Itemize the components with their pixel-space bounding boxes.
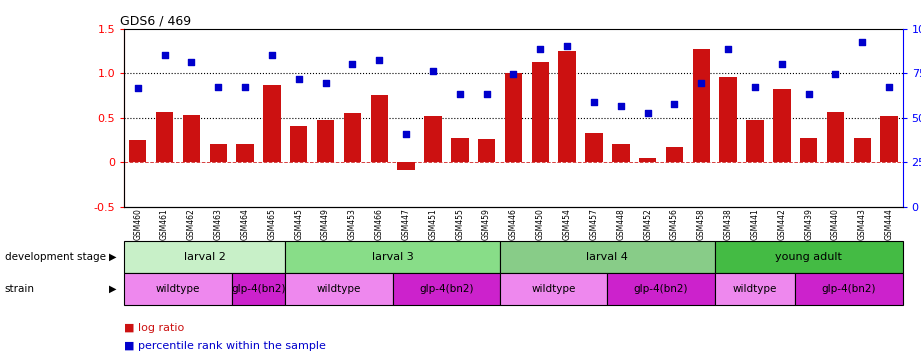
Point xyxy=(881,84,896,89)
Point xyxy=(211,84,226,89)
Text: wildtype: wildtype xyxy=(317,284,361,294)
Bar xyxy=(505,73,522,162)
Point xyxy=(131,85,146,91)
Point xyxy=(506,71,520,77)
Bar xyxy=(795,273,903,305)
Point xyxy=(587,99,601,105)
Text: glp-4(bn2): glp-4(bn2) xyxy=(822,284,876,294)
Bar xyxy=(124,273,232,305)
Point xyxy=(775,61,789,67)
Point xyxy=(157,52,172,58)
Text: wildtype: wildtype xyxy=(156,284,200,294)
Bar xyxy=(693,49,710,162)
Point xyxy=(399,131,414,137)
Text: glp-4(bn2): glp-4(bn2) xyxy=(231,284,286,294)
Bar xyxy=(612,144,630,162)
Point xyxy=(640,111,655,116)
Bar xyxy=(715,273,795,305)
Text: wildtype: wildtype xyxy=(531,284,576,294)
Bar xyxy=(800,138,817,162)
Bar xyxy=(585,133,602,162)
Bar xyxy=(397,162,414,170)
Point xyxy=(319,80,333,86)
Bar xyxy=(232,273,286,305)
Point xyxy=(721,46,736,52)
Bar xyxy=(773,89,790,162)
Text: glp-4(bn2): glp-4(bn2) xyxy=(634,284,688,294)
Point xyxy=(560,44,575,49)
Bar xyxy=(317,121,334,162)
Point xyxy=(855,39,869,45)
Bar xyxy=(478,139,495,162)
Bar xyxy=(344,114,361,162)
Bar xyxy=(129,140,146,162)
Point xyxy=(426,68,440,74)
Bar xyxy=(854,138,871,162)
Point xyxy=(184,60,199,65)
Text: ▶: ▶ xyxy=(109,284,116,294)
Point xyxy=(533,46,548,52)
Bar xyxy=(880,116,898,162)
Point xyxy=(828,71,843,77)
Point xyxy=(238,84,252,89)
Text: wildtype: wildtype xyxy=(733,284,777,294)
Point xyxy=(694,80,708,86)
Bar xyxy=(237,144,254,162)
Text: larval 2: larval 2 xyxy=(184,252,226,262)
Bar xyxy=(182,115,200,162)
Text: strain: strain xyxy=(5,284,35,294)
Point xyxy=(801,91,816,96)
Point xyxy=(479,91,494,96)
Point xyxy=(345,61,360,67)
Bar xyxy=(558,51,576,162)
Text: larval 4: larval 4 xyxy=(587,252,628,262)
Text: young adult: young adult xyxy=(775,252,842,262)
Bar xyxy=(719,77,737,162)
Point xyxy=(748,84,763,89)
Point xyxy=(667,101,682,107)
Bar xyxy=(156,111,173,162)
Bar xyxy=(370,95,388,162)
Bar xyxy=(124,241,286,273)
Text: ■ log ratio: ■ log ratio xyxy=(124,323,184,333)
Point xyxy=(372,57,387,63)
Text: development stage: development stage xyxy=(5,252,106,262)
Text: ▶: ▶ xyxy=(109,252,116,262)
Bar xyxy=(827,111,845,162)
Bar xyxy=(531,61,549,162)
Point xyxy=(613,104,628,109)
Bar xyxy=(715,241,903,273)
Bar xyxy=(290,126,308,162)
Bar xyxy=(500,273,607,305)
Bar xyxy=(639,158,657,162)
Bar xyxy=(425,116,442,162)
Bar xyxy=(210,144,227,162)
Bar xyxy=(607,273,715,305)
Bar xyxy=(392,273,500,305)
Bar xyxy=(666,147,683,162)
Text: GDS6 / 469: GDS6 / 469 xyxy=(121,14,192,27)
Bar xyxy=(500,241,715,273)
Text: glp-4(bn2): glp-4(bn2) xyxy=(419,284,473,294)
Bar xyxy=(286,241,500,273)
Bar xyxy=(746,121,764,162)
Bar xyxy=(263,85,281,162)
Text: ■ percentile rank within the sample: ■ percentile rank within the sample xyxy=(124,341,326,351)
Bar xyxy=(286,273,392,305)
Point xyxy=(264,52,279,58)
Text: larval 3: larval 3 xyxy=(372,252,414,262)
Bar xyxy=(451,138,469,162)
Point xyxy=(452,91,467,96)
Point xyxy=(291,76,306,82)
